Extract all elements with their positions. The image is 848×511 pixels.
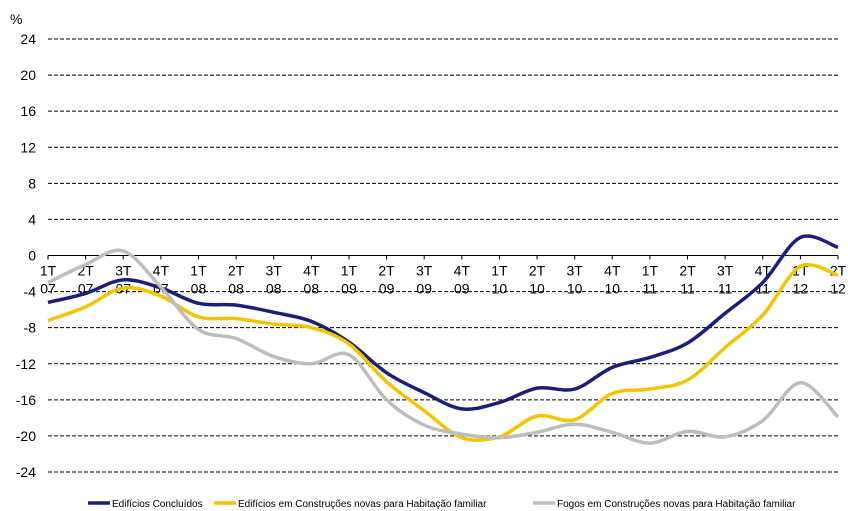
x-tick-label: 1T 12 [792, 263, 809, 297]
x-tick-label: 1T 07 [40, 263, 57, 297]
y-tick-label: 12 [20, 139, 36, 155]
series-line [47, 234, 839, 411]
x-tick-label: 4T 09 [454, 263, 471, 297]
x-tick-label: 1T 10 [491, 263, 508, 297]
y-tick-label: 8 [28, 175, 36, 191]
legend-label: Edifícios em Construções novas para Habi… [238, 499, 487, 510]
legend-label: Fogos em Construções novas para Habitaçã… [557, 499, 796, 510]
x-tick-label: 2T 09 [378, 263, 395, 297]
x-tick-label: 4T 11 [755, 263, 772, 297]
y-tick-label: 20 [20, 67, 36, 83]
y-tick-label: -8 [24, 320, 37, 336]
y-tick-label: -20 [16, 428, 36, 444]
x-tick-label: 2T 10 [529, 263, 546, 297]
legend-label: Edifícios Concluídos [112, 499, 203, 510]
x-tick-label: 4T 10 [604, 263, 621, 297]
y-tick-label: 4 [28, 211, 36, 227]
y-axis-label: % [10, 11, 22, 27]
y-tick-label: 24 [20, 31, 36, 47]
x-tick-label: 3T 08 [266, 263, 283, 297]
x-tick-label: 1T 11 [642, 263, 659, 297]
x-tick-label: 1T 08 [190, 263, 207, 297]
x-tick-label: 3T 11 [717, 263, 734, 297]
y-tick-label: -24 [16, 464, 36, 480]
series-line [47, 262, 839, 443]
x-tick-label: 3T 09 [416, 263, 433, 297]
y-tick-label: -16 [16, 392, 36, 408]
x-tick-label: 4T 08 [303, 263, 320, 297]
y-tick-label: 16 [20, 103, 36, 119]
x-tick-label: 2T 12 [830, 263, 847, 297]
series-line [47, 248, 840, 445]
y-tick-label: -12 [16, 356, 36, 372]
x-tick-label: 3T 10 [566, 263, 583, 297]
x-tick-label: 2T 08 [228, 263, 245, 297]
x-tick-label: 2T 11 [679, 263, 696, 297]
y-tick-label: 0 [28, 248, 36, 264]
x-tick-label: 1T 09 [341, 263, 358, 297]
y-tick-label: -4 [24, 284, 37, 300]
